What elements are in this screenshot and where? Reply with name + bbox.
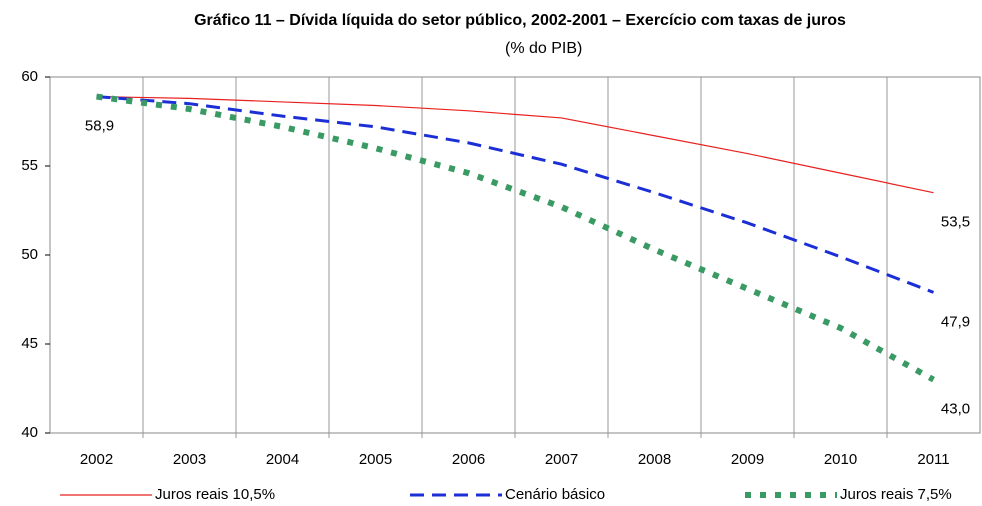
x-tick-label: 2011 (917, 451, 949, 468)
x-tick-label: 2003 (173, 451, 206, 468)
chart-title: Gráfico 11 – Dívida líquida do setor púb… (194, 12, 846, 29)
x-tick-label: 2010 (824, 451, 857, 468)
y-tick-label: 55 (21, 157, 38, 174)
legend-label: Cenário básico (505, 486, 605, 503)
x-tick-label: 2008 (638, 451, 671, 468)
x-tick-label: 2006 (452, 451, 485, 468)
y-tick-label: 60 (21, 68, 38, 85)
y-tick-label: 40 (21, 424, 38, 441)
x-tick-label: 2004 (266, 451, 299, 468)
series-line (96, 95, 935, 294)
x-tick-label: 2005 (359, 451, 392, 468)
data-label: 58,9 (85, 118, 114, 135)
x-tick-label: 2009 (731, 451, 764, 468)
data-label: 53,5 (941, 214, 970, 231)
x-tick-label: 2007 (545, 451, 578, 468)
x-tick-label: 2002 (80, 451, 113, 468)
chart-unit: (% do PIB) (505, 40, 582, 57)
y-tick-label: 45 (21, 335, 38, 352)
y-tick-label: 50 (21, 246, 38, 263)
legend-label: Juros reais 7,5% (840, 486, 952, 503)
series-line (96, 95, 934, 194)
data-label: 47,9 (941, 313, 970, 330)
legend-label: Juros reais 10,5% (155, 486, 275, 503)
data-label: 43,0 (941, 401, 970, 418)
